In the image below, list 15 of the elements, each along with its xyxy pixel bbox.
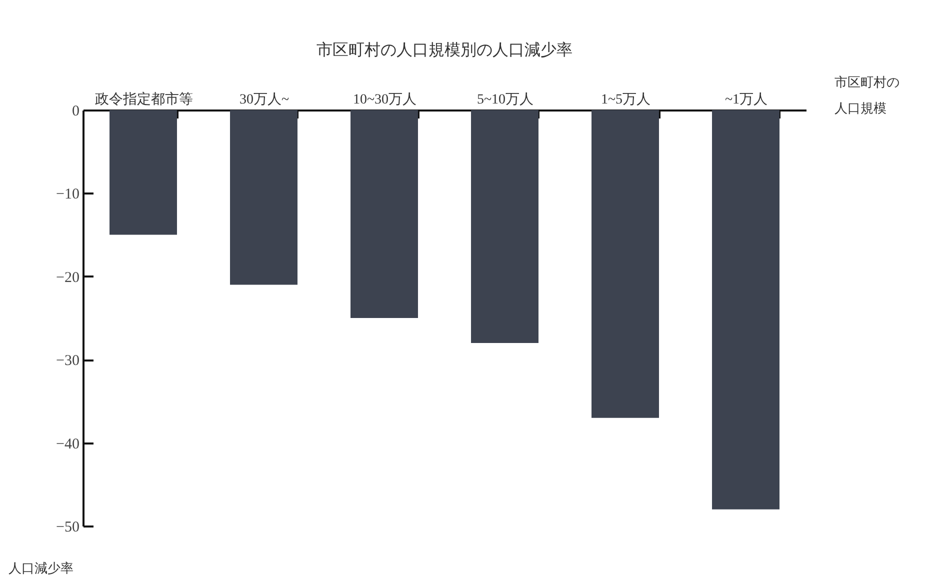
y-tick-label: −50 [56, 520, 80, 536]
chart-title: 市区町村の人口規模別の人口減少率 [316, 41, 572, 59]
y-tick-label: −10 [56, 186, 80, 203]
x-tick-label: 1~5万人 [600, 92, 651, 108]
x-tick-label: 5~10万人 [476, 92, 534, 108]
x-axis-title: 市区町村の人口規模 [834, 74, 900, 116]
x-tick-label: ~1万人 [724, 92, 768, 108]
y-axis-title: 人口減少率 [8, 560, 74, 576]
y-tick-label: 0 [72, 104, 80, 120]
y-tick-label: −30 [56, 353, 80, 370]
x-tick-label: 10~30万人 [352, 92, 417, 108]
x-tick-label: 政令指定都市等 [94, 92, 193, 108]
x-tick-label: 30万人~ [239, 92, 290, 108]
y-tick-label: −20 [56, 270, 80, 286]
y-tick-label: −40 [56, 436, 80, 452]
